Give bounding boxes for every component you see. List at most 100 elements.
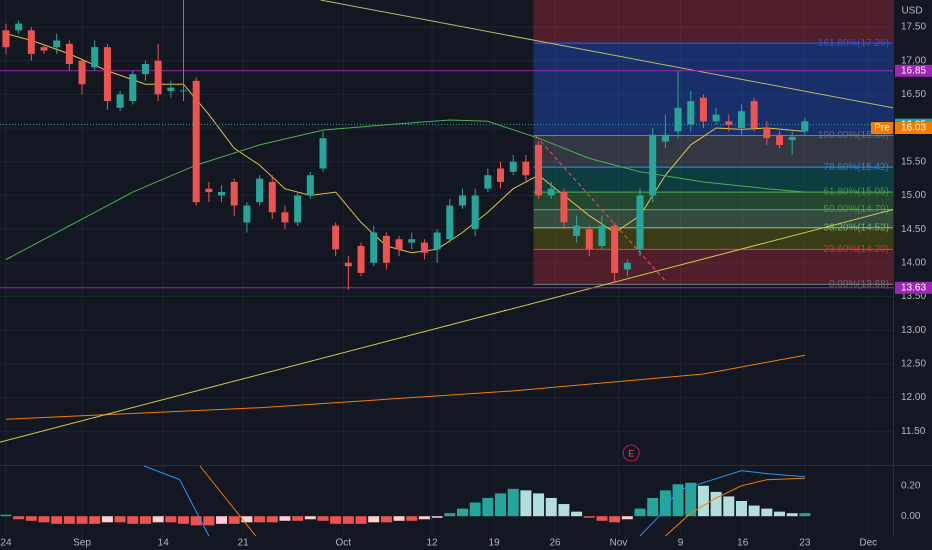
histogram-bar bbox=[495, 493, 507, 517]
candle-body bbox=[611, 225, 619, 273]
candle-body bbox=[319, 138, 327, 169]
candle-body bbox=[712, 114, 720, 122]
candle-body bbox=[40, 47, 48, 51]
candle-body bbox=[27, 30, 35, 54]
macd-tick-label: 0.20 bbox=[901, 480, 921, 491]
fib-label: 38.20%(14.52) bbox=[823, 222, 889, 233]
histogram-bar bbox=[13, 516, 25, 520]
moving-average bbox=[5, 119, 805, 260]
trendline bbox=[320, 0, 894, 109]
x-tick-label: 12 bbox=[426, 538, 438, 549]
candle-body bbox=[382, 235, 390, 263]
histogram-bar bbox=[355, 516, 367, 524]
candle-body bbox=[433, 232, 441, 250]
histogram-bar bbox=[571, 511, 583, 517]
histogram-bar bbox=[672, 484, 684, 517]
histogram-bar bbox=[609, 516, 621, 523]
histogram-bar bbox=[152, 516, 164, 523]
x-tick-label: Oct bbox=[335, 538, 351, 549]
candle-body bbox=[230, 181, 238, 206]
candle-body bbox=[370, 232, 378, 263]
macd-line bbox=[144, 465, 805, 537]
y-tick-label: 11.50 bbox=[901, 426, 926, 437]
candle-body bbox=[750, 101, 758, 129]
histogram-bar bbox=[596, 516, 608, 521]
candle-body bbox=[699, 97, 707, 122]
fib-label: 0.00%(13.68) bbox=[829, 279, 889, 290]
price-tag-label: 16.03 bbox=[901, 123, 926, 134]
candle-body bbox=[395, 239, 403, 250]
candle-body bbox=[256, 178, 264, 203]
histogram-bar bbox=[76, 516, 88, 524]
histogram-bar bbox=[748, 505, 760, 517]
candle-body bbox=[649, 134, 657, 196]
y-tick-label: 12.00 bbox=[901, 392, 926, 403]
macd-line bbox=[199, 465, 805, 537]
fib-label: 50.00%(14.79) bbox=[823, 204, 889, 215]
histogram-bar bbox=[533, 493, 545, 517]
histogram-bar bbox=[659, 490, 671, 517]
moving-average bbox=[5, 354, 805, 420]
candle-body bbox=[53, 40, 61, 48]
candle-body bbox=[636, 195, 644, 250]
histogram-bar bbox=[799, 513, 811, 517]
histogram-bar bbox=[127, 516, 139, 524]
price-tag-badge bbox=[871, 122, 893, 135]
trendline bbox=[535, 135, 666, 282]
histogram-bar bbox=[393, 516, 405, 521]
histogram-bar bbox=[101, 516, 113, 523]
histogram-bar bbox=[418, 516, 430, 520]
x-tick-label: 23 bbox=[799, 538, 811, 549]
histogram-bar bbox=[292, 516, 304, 521]
fib-label: 23.60%(14.20) bbox=[823, 244, 889, 255]
y-tick-label: 12.50 bbox=[901, 359, 926, 370]
candle-body bbox=[205, 188, 213, 193]
fib-label: 161.80%(17.26) bbox=[818, 38, 889, 49]
histogram-bar bbox=[317, 516, 329, 521]
histogram-bar bbox=[431, 516, 443, 518]
x-tick-label: Dec bbox=[859, 538, 877, 549]
histogram-bar bbox=[190, 516, 202, 526]
histogram-bar bbox=[469, 502, 481, 517]
histogram-bar bbox=[406, 516, 418, 521]
candle-body bbox=[560, 192, 568, 223]
histogram-bar bbox=[228, 516, 240, 524]
y-tick-label: 14.00 bbox=[901, 257, 926, 268]
candle-body bbox=[788, 136, 796, 141]
y-tick-label: 17.00 bbox=[901, 55, 926, 66]
candle-body bbox=[91, 47, 99, 68]
histogram-bar bbox=[177, 516, 189, 524]
price-tag bbox=[895, 122, 932, 135]
histogram-bar bbox=[761, 508, 773, 517]
fib-label: 78.60%(15.42) bbox=[823, 162, 889, 173]
fib-band bbox=[533, 135, 893, 168]
candle-body bbox=[484, 175, 492, 189]
candle-body bbox=[674, 107, 682, 132]
histogram-bar bbox=[63, 516, 75, 524]
histogram-bar bbox=[279, 516, 291, 521]
candle-body bbox=[65, 43, 73, 65]
candle-body bbox=[763, 128, 771, 139]
event-label: E bbox=[628, 448, 634, 458]
x-tick-label: Sep bbox=[73, 538, 91, 549]
candle-body bbox=[116, 94, 124, 108]
candle-body bbox=[661, 134, 669, 142]
histogram-bar bbox=[774, 511, 786, 517]
candle-body bbox=[522, 161, 530, 176]
histogram-bar bbox=[51, 516, 63, 524]
histogram-bar bbox=[89, 516, 101, 524]
candle-body bbox=[623, 262, 631, 270]
candle-body bbox=[446, 205, 454, 240]
candle-body bbox=[167, 87, 175, 91]
histogram-bar bbox=[710, 491, 722, 517]
candle-body bbox=[78, 60, 86, 85]
candle-body bbox=[458, 195, 466, 206]
x-tick-label: Nov bbox=[610, 538, 628, 549]
histogram-bar bbox=[304, 516, 316, 520]
currency: USD bbox=[901, 6, 922, 17]
histogram-bar bbox=[697, 485, 709, 517]
fib-label: 100.00%(15.89) bbox=[818, 130, 889, 141]
candle-body bbox=[344, 262, 352, 267]
candle-body bbox=[129, 74, 137, 102]
